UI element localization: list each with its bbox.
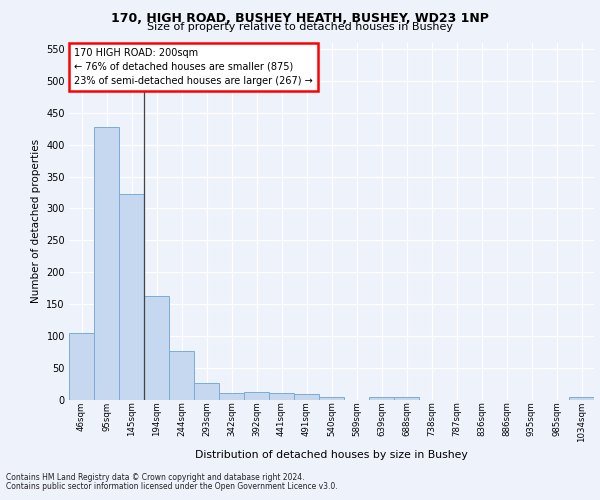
Text: 170, HIGH ROAD, BUSHEY HEATH, BUSHEY, WD23 1NP: 170, HIGH ROAD, BUSHEY HEATH, BUSHEY, WD…	[111, 12, 489, 26]
X-axis label: Distribution of detached houses by size in Bushey: Distribution of detached houses by size …	[195, 450, 468, 460]
Bar	[144, 296, 169, 400]
Text: 170 HIGH ROAD: 200sqm
← 76% of detached houses are smaller (875)
23% of semi-det: 170 HIGH ROAD: 200sqm ← 76% of detached …	[74, 48, 313, 86]
Bar	[319, 398, 344, 400]
Bar	[169, 352, 194, 400]
Bar	[194, 383, 219, 400]
Bar	[369, 398, 394, 400]
Text: Size of property relative to detached houses in Bushey: Size of property relative to detached ho…	[147, 22, 453, 32]
Bar	[394, 398, 419, 400]
Y-axis label: Number of detached properties: Number of detached properties	[31, 139, 41, 304]
Bar	[294, 394, 319, 400]
Bar	[94, 127, 119, 400]
Text: Contains public sector information licensed under the Open Government Licence v3: Contains public sector information licen…	[6, 482, 338, 491]
Bar	[119, 194, 144, 400]
Bar	[244, 392, 269, 400]
Bar	[569, 397, 594, 400]
Bar	[69, 333, 94, 400]
Bar	[219, 393, 244, 400]
Text: Contains HM Land Registry data © Crown copyright and database right 2024.: Contains HM Land Registry data © Crown c…	[6, 474, 305, 482]
Bar	[269, 393, 294, 400]
